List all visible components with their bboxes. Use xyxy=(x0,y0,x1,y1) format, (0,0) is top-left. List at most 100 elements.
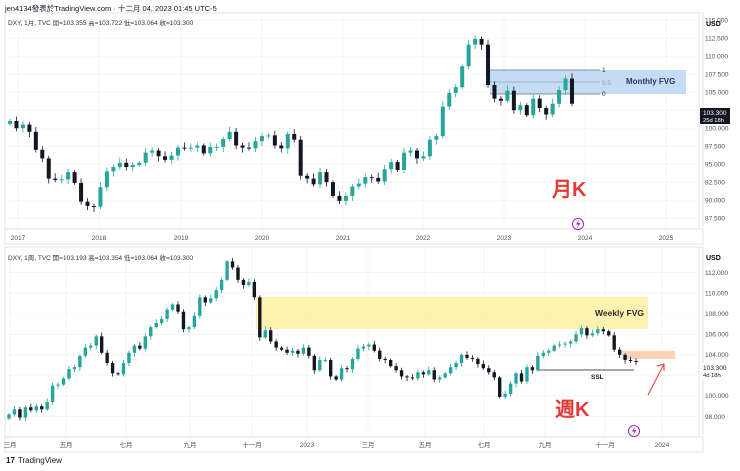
candle-body xyxy=(203,297,207,303)
candle-body xyxy=(395,162,400,170)
candle-body xyxy=(541,352,546,356)
candle-body xyxy=(117,162,122,168)
candle-body xyxy=(45,402,49,410)
candle-body xyxy=(150,150,155,153)
candle-body xyxy=(61,378,66,385)
tradingview-logo: 17 xyxy=(6,456,15,465)
candle-body xyxy=(72,367,77,370)
lightning-icon[interactable] xyxy=(572,218,584,230)
candle-body xyxy=(296,350,300,354)
candle-body xyxy=(124,162,129,168)
y-tick-label: 108.000 xyxy=(705,311,729,318)
candle-body xyxy=(623,354,627,360)
candle-body xyxy=(563,343,567,345)
ssl-label: SSL xyxy=(591,374,604,381)
candle-body xyxy=(230,261,235,268)
candle-body xyxy=(258,297,262,338)
y-tick-label: 105.000 xyxy=(705,90,729,97)
candle-body xyxy=(350,186,355,196)
candle-body xyxy=(427,370,431,375)
candle-body xyxy=(328,359,333,377)
candle-body xyxy=(143,336,147,349)
weekly-countdown: 4d 18h xyxy=(703,373,721,379)
candle-body xyxy=(241,279,246,285)
x-tick-label: 2022 xyxy=(416,235,431,242)
candle-body xyxy=(209,298,213,303)
candle-body xyxy=(323,359,327,361)
candle-body xyxy=(130,164,135,168)
candle-body xyxy=(247,147,252,149)
footer: 17 TradingView xyxy=(6,456,62,465)
candle-body xyxy=(367,344,371,347)
weekly-yaxis-title: USD xyxy=(706,255,721,262)
candle-body xyxy=(137,162,142,165)
candle-body xyxy=(169,155,174,160)
y-tick-label: 104.000 xyxy=(705,352,729,359)
candle-body xyxy=(192,315,197,328)
candle-body xyxy=(465,354,469,358)
candle-body xyxy=(612,335,616,350)
candle-body xyxy=(525,367,529,382)
candle-body xyxy=(305,175,310,179)
candle-body xyxy=(421,372,426,375)
lightning-icon[interactable] xyxy=(628,425,640,437)
x-tick-label: 2023 xyxy=(300,442,315,449)
candle-body xyxy=(505,90,510,101)
x-tick-label: 2020 xyxy=(255,235,270,242)
candle-body xyxy=(339,368,344,380)
y-tick-label: 100.000 xyxy=(705,393,729,400)
candle-body xyxy=(402,152,407,170)
weekly-ohlc-label: DXY, 1周, TVC 開=103.193 高=103.354 低=103.0… xyxy=(8,255,194,262)
x-tick-label: 五月 xyxy=(419,441,432,449)
candle-body xyxy=(266,135,271,137)
y-tick-label: 90.000 xyxy=(705,198,725,205)
candle-body xyxy=(182,147,187,149)
candle-body xyxy=(187,327,191,330)
candle-body xyxy=(285,349,289,353)
monthly-fvg-label: Monthly FVG xyxy=(626,77,675,86)
candle-body xyxy=(181,311,186,330)
candle-body xyxy=(7,414,11,419)
fib-label-0: 0 xyxy=(602,91,606,98)
candle-body xyxy=(530,367,535,371)
candle-body xyxy=(138,345,142,349)
x-tick-label: 2019 xyxy=(174,235,189,242)
candle-body xyxy=(12,409,17,415)
y-tick-label: 112.500 xyxy=(705,36,728,43)
candle-body xyxy=(163,156,168,160)
candle-body xyxy=(443,373,447,378)
candle-body xyxy=(99,336,104,353)
candle-body xyxy=(33,131,38,150)
candle-body xyxy=(617,349,622,355)
red-arrow-head xyxy=(656,363,665,371)
candle-body xyxy=(448,367,453,374)
candle-body xyxy=(569,78,575,104)
candle-body xyxy=(252,281,257,298)
y-tick-label: 97.500 xyxy=(705,144,725,151)
candle-body xyxy=(487,368,491,373)
candle-body xyxy=(234,131,239,146)
candle-body xyxy=(98,187,103,207)
candle-body xyxy=(596,329,600,334)
candle-body xyxy=(459,354,464,364)
candle-body xyxy=(156,150,161,157)
monthly-current-price: 103.300 xyxy=(703,110,727,117)
candle-body xyxy=(94,336,98,346)
candle-body xyxy=(498,377,502,397)
candle-body xyxy=(307,347,311,356)
candle-body xyxy=(269,330,273,342)
candle-body xyxy=(470,357,475,359)
y-tick-label: 107.500 xyxy=(705,72,729,79)
x-tick-label: 2021 xyxy=(336,235,351,242)
candle-body xyxy=(628,359,633,361)
candle-body xyxy=(514,373,518,384)
candle-body xyxy=(574,334,578,342)
candle-body xyxy=(18,409,22,418)
candle-body xyxy=(337,195,342,201)
y-tick-label: 110.000 xyxy=(705,291,728,298)
candle-body xyxy=(225,261,229,280)
candle-body xyxy=(479,38,484,45)
candle-body xyxy=(121,363,126,375)
candle-body xyxy=(563,78,568,91)
y-tick-label: 87.500 xyxy=(705,216,725,223)
